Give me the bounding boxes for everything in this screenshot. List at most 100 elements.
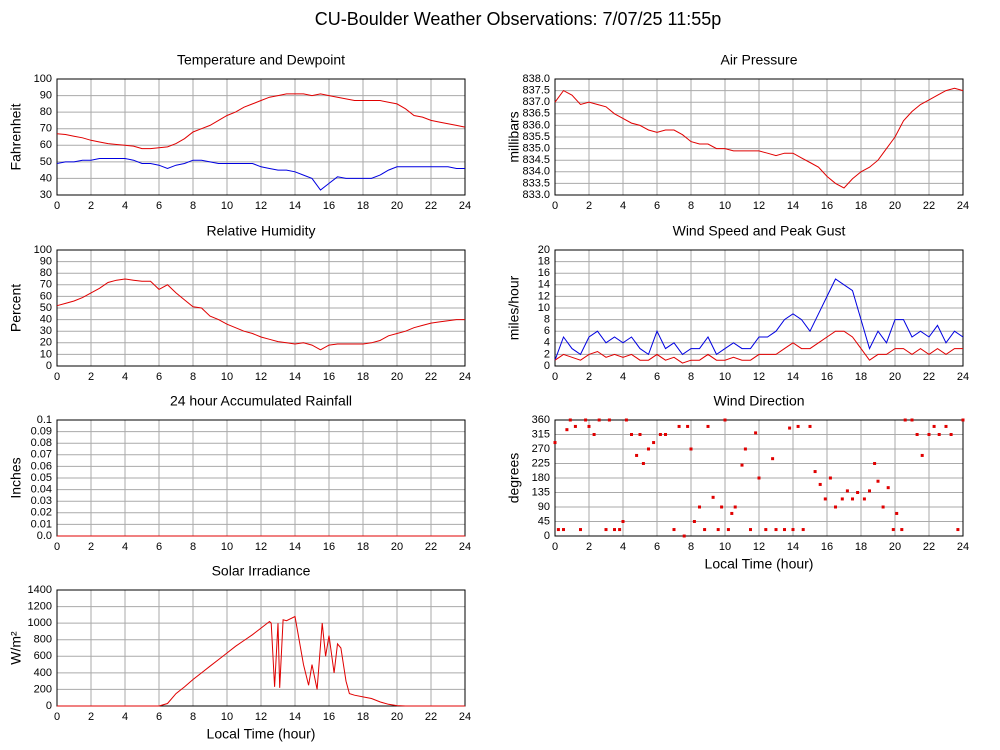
data-point bbox=[568, 418, 572, 422]
y-tick-label: 0.06 bbox=[31, 460, 52, 472]
y-tick-label: 0 bbox=[544, 530, 550, 542]
data-point bbox=[723, 418, 727, 422]
x-tick-label: 24 bbox=[459, 711, 471, 723]
y-tick-label: 10 bbox=[40, 348, 52, 360]
x-tick-label: 6 bbox=[654, 371, 660, 383]
data-line bbox=[56, 278, 465, 351]
y-tick-label: 60 bbox=[40, 290, 52, 302]
data-point bbox=[956, 528, 960, 532]
x-tick-label: 18 bbox=[855, 371, 867, 383]
data-point bbox=[641, 462, 645, 465]
data-point bbox=[771, 457, 775, 461]
y-tick-label: 1200 bbox=[28, 600, 52, 612]
data-point bbox=[788, 426, 792, 430]
data-point bbox=[677, 424, 681, 428]
plot-frame bbox=[56, 249, 466, 367]
data-point bbox=[624, 418, 628, 422]
x-tick-label: 16 bbox=[821, 200, 833, 212]
y-axis-label: Percent bbox=[8, 284, 24, 332]
data-point bbox=[895, 511, 899, 515]
x-tick-label: 0 bbox=[552, 371, 558, 383]
subplot-title: Temperature and Dewpoint bbox=[177, 52, 345, 68]
x-tick-label: 0 bbox=[552, 200, 558, 212]
data-line bbox=[554, 87, 964, 189]
data-point bbox=[716, 528, 720, 532]
x-tick-label: 8 bbox=[688, 541, 694, 553]
y-tick-label: 600 bbox=[34, 650, 52, 662]
y-tick-label: 835.0 bbox=[522, 143, 550, 155]
data-point bbox=[783, 528, 786, 532]
y-tick-label: 0 bbox=[544, 360, 550, 372]
y-tick-label: 135 bbox=[532, 486, 550, 498]
data-point bbox=[630, 433, 633, 436]
y-tick-label: 0.02 bbox=[31, 507, 52, 519]
data-point bbox=[754, 431, 758, 435]
x-tick-label: 20 bbox=[889, 541, 901, 553]
data-point bbox=[927, 433, 931, 436]
data-point bbox=[711, 495, 715, 499]
x-tick-label: 10 bbox=[719, 371, 731, 383]
plot-frame bbox=[56, 589, 466, 707]
y-tick-label: 12 bbox=[538, 290, 550, 302]
x-tick-label: 14 bbox=[787, 541, 799, 553]
x-tick-label: 10 bbox=[221, 200, 233, 212]
x-tick-label: 20 bbox=[391, 200, 403, 212]
x-tick-label: 18 bbox=[855, 541, 867, 553]
data-point bbox=[720, 505, 724, 509]
y-tick-label: 80 bbox=[40, 267, 52, 279]
x-tick-label: 14 bbox=[289, 711, 301, 723]
data-point bbox=[823, 497, 827, 501]
data-point bbox=[834, 505, 837, 509]
y-tick-label: 836.0 bbox=[522, 119, 550, 131]
y-axis-label: W/m² bbox=[8, 631, 24, 665]
x-tick-label: 6 bbox=[156, 711, 162, 723]
x-tick-label: 22 bbox=[923, 541, 935, 553]
data-point bbox=[764, 528, 768, 532]
y-tick-label: 90 bbox=[538, 501, 550, 513]
x-tick-label: 16 bbox=[821, 371, 833, 383]
y-tick-label: 45 bbox=[538, 515, 550, 527]
x-tick-label: 6 bbox=[156, 371, 162, 383]
x-tick-label: 10 bbox=[719, 200, 731, 212]
x-tick-label: 18 bbox=[855, 200, 867, 212]
subplot-title: Wind Speed and Peak Gust bbox=[673, 223, 846, 239]
data-point bbox=[672, 528, 676, 532]
x-tick-label: 24 bbox=[957, 541, 969, 553]
y-tick-label: 270 bbox=[532, 443, 550, 455]
x-tick-label: 0 bbox=[552, 541, 558, 553]
x-tick-label: 12 bbox=[255, 541, 267, 553]
data-point bbox=[801, 528, 805, 532]
y-tick-label: 1400 bbox=[28, 584, 52, 596]
x-tick-label: 24 bbox=[459, 371, 471, 383]
y-tick-label: 315 bbox=[532, 428, 550, 440]
data-line bbox=[57, 615, 465, 707]
subplot-title: 24 hour Accumulated Rainfall bbox=[170, 393, 352, 409]
data-point bbox=[689, 447, 693, 451]
x-tick-label: 0 bbox=[54, 541, 60, 553]
data-point bbox=[749, 528, 752, 532]
data-point bbox=[932, 424, 936, 428]
plot-frame bbox=[554, 78, 964, 196]
y-axis-label: degrees bbox=[506, 453, 522, 504]
page-title: CU-Boulder Weather Observations: 7/07/25… bbox=[315, 9, 722, 29]
data-point bbox=[876, 479, 880, 483]
data-line bbox=[56, 158, 465, 191]
data-point bbox=[757, 476, 761, 480]
data-point bbox=[706, 424, 710, 428]
data-point bbox=[845, 489, 849, 493]
y-tick-label: 0.05 bbox=[31, 472, 52, 484]
x-tick-label: 8 bbox=[190, 541, 196, 553]
x-tick-label: 22 bbox=[425, 711, 437, 723]
data-point bbox=[652, 441, 656, 445]
data-point bbox=[553, 441, 557, 445]
y-tick-label: 1000 bbox=[28, 617, 52, 629]
y-tick-label: 16 bbox=[538, 267, 550, 279]
x-tick-label: 4 bbox=[122, 200, 128, 212]
y-tick-label: 70 bbox=[40, 123, 52, 135]
data-point bbox=[886, 486, 890, 490]
x-tick-label: 20 bbox=[889, 200, 901, 212]
data-point bbox=[658, 433, 662, 436]
x-tick-label: 8 bbox=[190, 711, 196, 723]
data-point bbox=[920, 453, 924, 457]
y-tick-label: 800 bbox=[34, 634, 52, 646]
